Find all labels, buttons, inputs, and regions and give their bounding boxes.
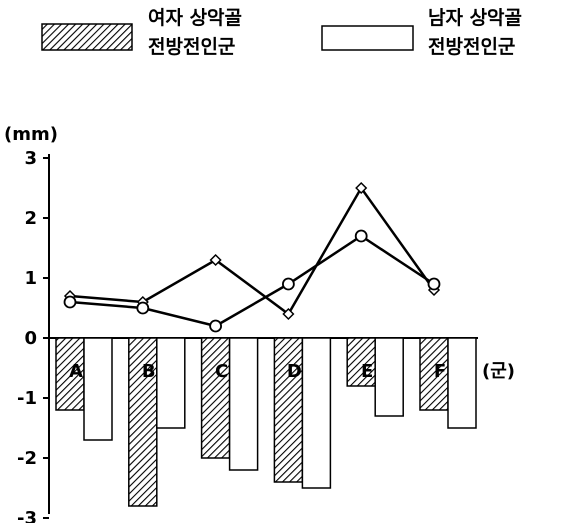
category-label-b: B bbox=[142, 361, 156, 382]
bar-female-d bbox=[273, 337, 304, 483]
bar-female-b bbox=[128, 337, 158, 507]
bar-male-f bbox=[447, 337, 477, 429]
bar-male-d bbox=[301, 337, 332, 489]
category-label-e: E bbox=[361, 361, 373, 382]
y-tick-label: 1 bbox=[24, 268, 37, 289]
legend-label-male-line2: 전방전인군 bbox=[428, 36, 515, 58]
legend: 여자 상악골 전방전인군 남자 상악골 전방전인군 bbox=[41, 7, 522, 58]
y-tick-label: -1 bbox=[17, 388, 37, 409]
diamond-marker bbox=[355, 181, 368, 195]
bar-male-b bbox=[156, 337, 186, 429]
y-tick-label: 2 bbox=[24, 208, 37, 229]
legend-label-female-line1: 여자 상악골 bbox=[148, 7, 242, 29]
y-tick-label: -2 bbox=[17, 448, 37, 469]
bar-female-e bbox=[346, 337, 376, 387]
circle-marker bbox=[281, 277, 295, 291]
category-label-c: C bbox=[215, 361, 228, 382]
legend-swatch-male bbox=[321, 25, 414, 51]
y-tick-label: 0 bbox=[24, 328, 37, 349]
diamond-marker bbox=[282, 307, 295, 321]
y-unit-label: (mm) bbox=[4, 124, 58, 145]
line-circle bbox=[69, 234, 435, 328]
legend-label-male-line1: 남자 상악골 bbox=[428, 7, 522, 29]
category-label-a: A bbox=[69, 361, 83, 382]
legend-label-female-line2: 전방전인군 bbox=[148, 36, 235, 58]
bar-female-f bbox=[419, 337, 449, 411]
bar-female-c bbox=[200, 337, 231, 459]
line-diamond bbox=[69, 185, 436, 316]
y-tick-label: 3 bbox=[24, 148, 37, 169]
bars bbox=[55, 337, 477, 507]
category-label-d: D bbox=[287, 361, 302, 382]
category-labels: A B C D E F bbox=[69, 361, 446, 382]
circle-marker bbox=[136, 301, 150, 315]
diamond-marker bbox=[209, 253, 222, 267]
category-label-f: F bbox=[434, 361, 446, 382]
y-ticks: 3 2 1 0 -1 -2 -3 bbox=[17, 148, 49, 523]
y-tick-label: -3 bbox=[17, 508, 37, 523]
circle-marker bbox=[427, 277, 441, 291]
lines bbox=[63, 181, 441, 333]
bar-male-a bbox=[83, 337, 113, 441]
x-unit-label: (군) bbox=[482, 361, 515, 382]
circle-marker bbox=[354, 229, 368, 243]
legend-swatch-female bbox=[41, 23, 133, 51]
circle-marker bbox=[63, 295, 77, 309]
circle-marker bbox=[209, 319, 223, 333]
bar-male-c bbox=[228, 337, 259, 471]
bar-male-e bbox=[374, 337, 404, 417]
